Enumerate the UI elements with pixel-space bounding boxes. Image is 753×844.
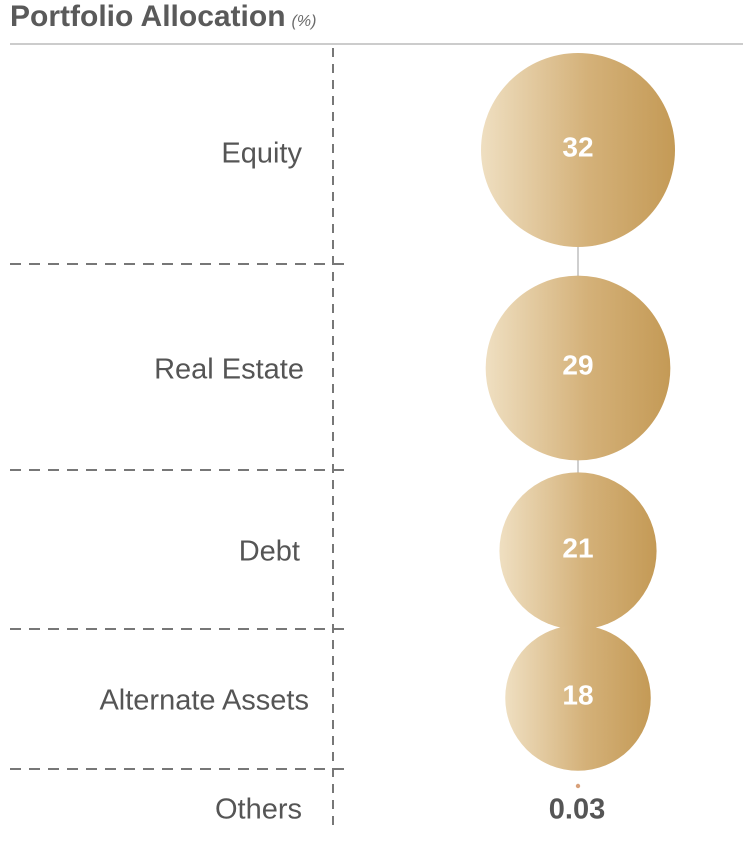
- category-label: Others: [215, 794, 302, 826]
- category-label: Real Estate: [154, 354, 304, 386]
- bubble-dot: [575, 783, 581, 789]
- bubble: [481, 53, 675, 247]
- category-label: Equity: [221, 138, 302, 170]
- bubble: [485, 275, 671, 461]
- title-unit: (%): [291, 13, 317, 30]
- chart-title: Portfolio Allocation (%): [10, 0, 316, 34]
- value-label: 29: [562, 349, 593, 380]
- value-label: 21: [562, 532, 593, 563]
- title-text: Portfolio Allocation: [10, 0, 286, 33]
- value-label: 18: [562, 679, 593, 710]
- bubble: [499, 472, 657, 630]
- category-label: Alternate Assets: [99, 685, 309, 717]
- bubble: [505, 625, 651, 771]
- value-label: 0.03: [549, 794, 605, 826]
- value-label: 32: [562, 131, 593, 162]
- category-label: Debt: [239, 536, 300, 568]
